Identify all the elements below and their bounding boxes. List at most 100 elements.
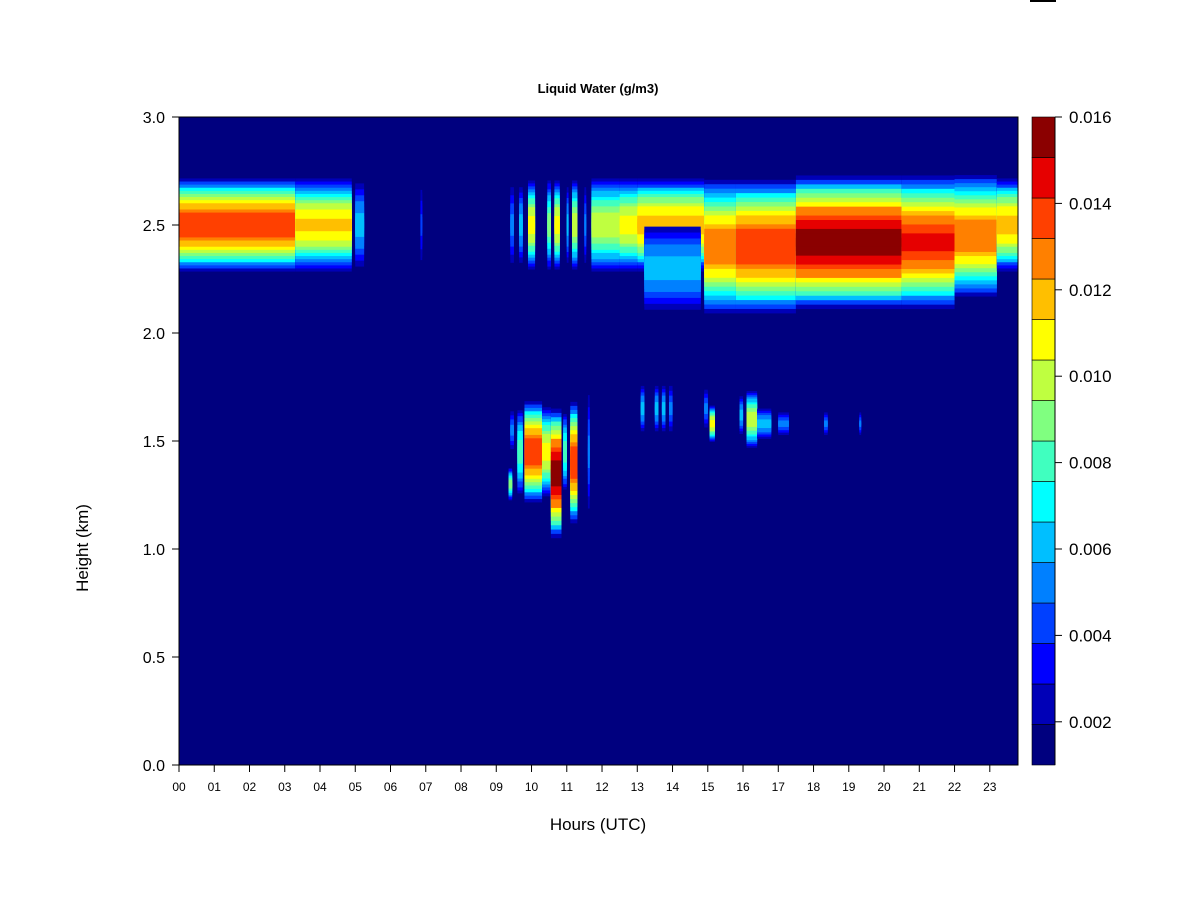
heatmap-cloud-cell [584, 187, 587, 263]
heatmap-cloud-cell [547, 180, 551, 270]
heatmap-cloud-cell [517, 410, 523, 494]
x-tick-label: 08 [454, 780, 468, 794]
x-tick-label: 21 [913, 780, 927, 794]
colorbar-bin [1031, 157, 1056, 199]
heatmap-cloud-cell [704, 389, 708, 428]
heatmap-band [640, 406, 645, 411]
heatmap-cloud-cell [295, 178, 352, 272]
colorbar-bin [1031, 440, 1056, 482]
heatmap-band [510, 222, 514, 228]
x-tick-label: 15 [701, 780, 715, 794]
x-tick-label: 16 [736, 780, 750, 794]
y-tick-label: 2.5 [143, 218, 165, 235]
heatmap-band [508, 483, 513, 486]
heatmap-cloud-cell [757, 408, 772, 439]
heatmap-band [570, 458, 578, 467]
heatmap-cloud-cell [510, 411, 514, 450]
colorbar-bin [1031, 602, 1056, 644]
heatmap-cloud-cell [566, 187, 569, 263]
heatmap-cloud-cell [746, 391, 758, 448]
colorbar-bin [1031, 319, 1056, 361]
chart-title: Liquid Water (g/m3) [538, 81, 659, 96]
heatmap-band [619, 221, 638, 229]
heatmap-cloud-cell [554, 180, 560, 270]
x-tick-label: 00 [172, 780, 186, 794]
y-axis-label: Height (km) [73, 504, 92, 592]
heatmap-band [735, 242, 796, 252]
heatmap-band [572, 222, 578, 228]
heatmap-band [517, 448, 523, 455]
colorbar-tick-label: 0.012 [1069, 281, 1112, 300]
colorbar-bin [1031, 724, 1056, 766]
heatmap-cloud-cell [669, 385, 673, 432]
colorbar-bin [1031, 481, 1056, 523]
heatmap-cloud-cell [563, 414, 567, 490]
heatmap-cloud-cell [644, 226, 701, 310]
heatmap-cloud-cell [954, 175, 997, 297]
heatmap-band [746, 417, 758, 422]
x-tick-label: 19 [842, 780, 856, 794]
x-tick-label: 11 [561, 780, 574, 794]
heatmap-cloud-cell [550, 408, 562, 539]
heatmap-cloud-cell [572, 180, 578, 270]
x-tick-label: 12 [595, 780, 609, 794]
heatmap-band [637, 221, 705, 229]
heatmap-cloud-cell [591, 178, 620, 272]
heatmap-band [547, 222, 551, 228]
heatmap-cloud-cell [661, 385, 666, 432]
colorbar-bin [1031, 562, 1056, 604]
heatmap-cloud-cell [355, 183, 365, 267]
colorbar-tick-label: 0.010 [1069, 367, 1112, 386]
heatmap-band [519, 222, 523, 228]
heatmap-cloud-cell [519, 187, 523, 263]
heatmap-cloud-cell [795, 175, 902, 310]
heatmap-band [757, 422, 772, 425]
heatmap-band [795, 237, 902, 247]
heatmap-band [550, 469, 562, 478]
y-tick-label: 3.0 [143, 110, 165, 127]
colorbar-bin [1031, 278, 1056, 320]
y-tick-label: 0.5 [143, 650, 165, 667]
heatmap-cloud-cell [527, 180, 536, 270]
heatmap-band [591, 221, 620, 229]
heatmap-cloud-cell [996, 178, 1018, 272]
y-tick-label: 1.0 [143, 542, 165, 559]
heatmap-cloud-cell [739, 396, 744, 434]
heatmap-cloud-cell [654, 385, 659, 432]
heatmap-cloud-cell [510, 187, 514, 263]
colorbar-bin [1031, 116, 1056, 158]
x-tick-label: 06 [384, 780, 398, 794]
colorbar-tick-label: 0.014 [1069, 194, 1112, 213]
heatmap-band [179, 221, 296, 229]
heatmap-band [654, 406, 659, 411]
heatmap-band [587, 447, 590, 456]
x-tick-label: 07 [419, 780, 433, 794]
heatmap-cloud-cell [704, 179, 736, 314]
y-tick-label: 1.5 [143, 434, 165, 451]
heatmap-band [778, 422, 789, 425]
heatmap-band [901, 237, 955, 247]
x-tick-label: 10 [525, 780, 539, 794]
heatmap-cloud-cell [508, 468, 513, 501]
heatmap-cloud-cell [420, 189, 423, 261]
heatmap-cloud-cell [901, 175, 955, 310]
colorbar-bin [1031, 521, 1056, 563]
heatmap-band [355, 222, 365, 228]
heatmap-band [644, 265, 701, 272]
heatmap-band [527, 222, 536, 228]
colorbar-bin [1031, 683, 1056, 725]
y-tick-label: 2.0 [143, 326, 165, 343]
heatmap-band [295, 221, 352, 229]
heatmap-cloud-cell [824, 412, 828, 436]
heatmap-band [704, 242, 736, 252]
heatmap-band [661, 406, 666, 411]
heatmap-band [566, 222, 569, 228]
heatmap-band [954, 231, 997, 240]
heatmap-cloud-cell [640, 385, 645, 432]
heatmap-band [584, 222, 587, 228]
y-tick-label: 0.0 [143, 758, 165, 775]
x-axis: 00 01 02 03 04 05 06 07 08 09 10 11 12 13 14 15 16 17 18 19… [172, 765, 997, 794]
x-tick-label: 23 [983, 780, 997, 794]
colorbar-tick-label: 0.002 [1069, 713, 1112, 732]
